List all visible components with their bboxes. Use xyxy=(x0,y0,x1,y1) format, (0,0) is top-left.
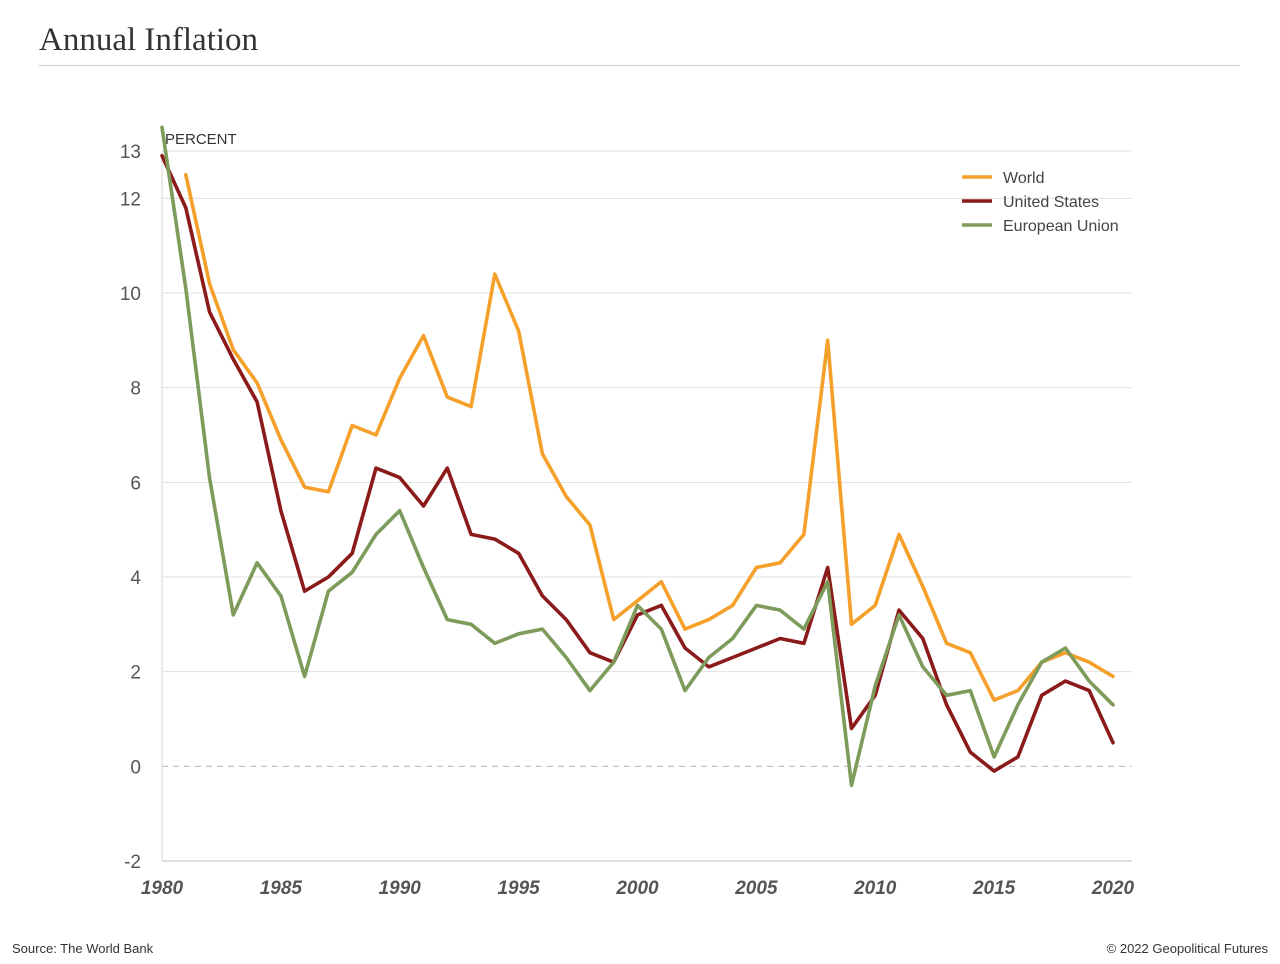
legend-label: European Union xyxy=(1003,218,1119,235)
title-divider xyxy=(39,65,1240,66)
legend: World United States European Union xyxy=(962,170,1119,235)
x-tick-label: 2015 xyxy=(972,878,1016,899)
y-tick-label: -2 xyxy=(124,852,141,873)
y-tick-label: 4 xyxy=(130,568,141,589)
gridlines xyxy=(161,150,1132,862)
y-axis-ticks: 13 12 10 8 6 4 2 0 -2 xyxy=(120,142,142,873)
y-axis-unit-label: PERCENT xyxy=(165,131,237,148)
legend-label: United States xyxy=(1003,194,1099,211)
legend-label: World xyxy=(1003,170,1045,187)
x-tick-label: 1990 xyxy=(379,878,422,899)
x-axis-ticks: 1980 1985 1990 1995 2000 2005 2010 2015 2020 xyxy=(141,878,1135,899)
copyright-note: © 2022 Geopolitical Futures xyxy=(1106,941,1268,956)
x-tick-label: 1995 xyxy=(497,878,540,899)
x-tick-label: 2000 xyxy=(615,878,659,899)
series-line-united-states xyxy=(160,153,1115,773)
y-tick-label: 12 xyxy=(120,189,141,210)
x-tick-label: 2010 xyxy=(853,878,897,899)
x-tick-label: 1980 xyxy=(141,878,184,899)
page-title: Annual Inflation xyxy=(39,22,259,58)
y-tick-label: 2 xyxy=(130,663,141,684)
source-note: Source: The World Bank xyxy=(12,941,154,956)
x-tick-label: 2005 xyxy=(734,878,778,899)
y-tick-label: 13 xyxy=(120,142,141,163)
series-lines xyxy=(160,125,1115,788)
series-line-world xyxy=(184,172,1115,702)
x-tick-label: 1985 xyxy=(260,878,303,899)
series-line-european-union xyxy=(160,125,1115,788)
y-tick-label: 0 xyxy=(130,757,141,778)
y-tick-label: 8 xyxy=(130,379,141,400)
y-tick-label: 6 xyxy=(130,473,141,494)
y-tick-label: 10 xyxy=(120,284,141,305)
x-tick-label: 2020 xyxy=(1091,878,1135,899)
